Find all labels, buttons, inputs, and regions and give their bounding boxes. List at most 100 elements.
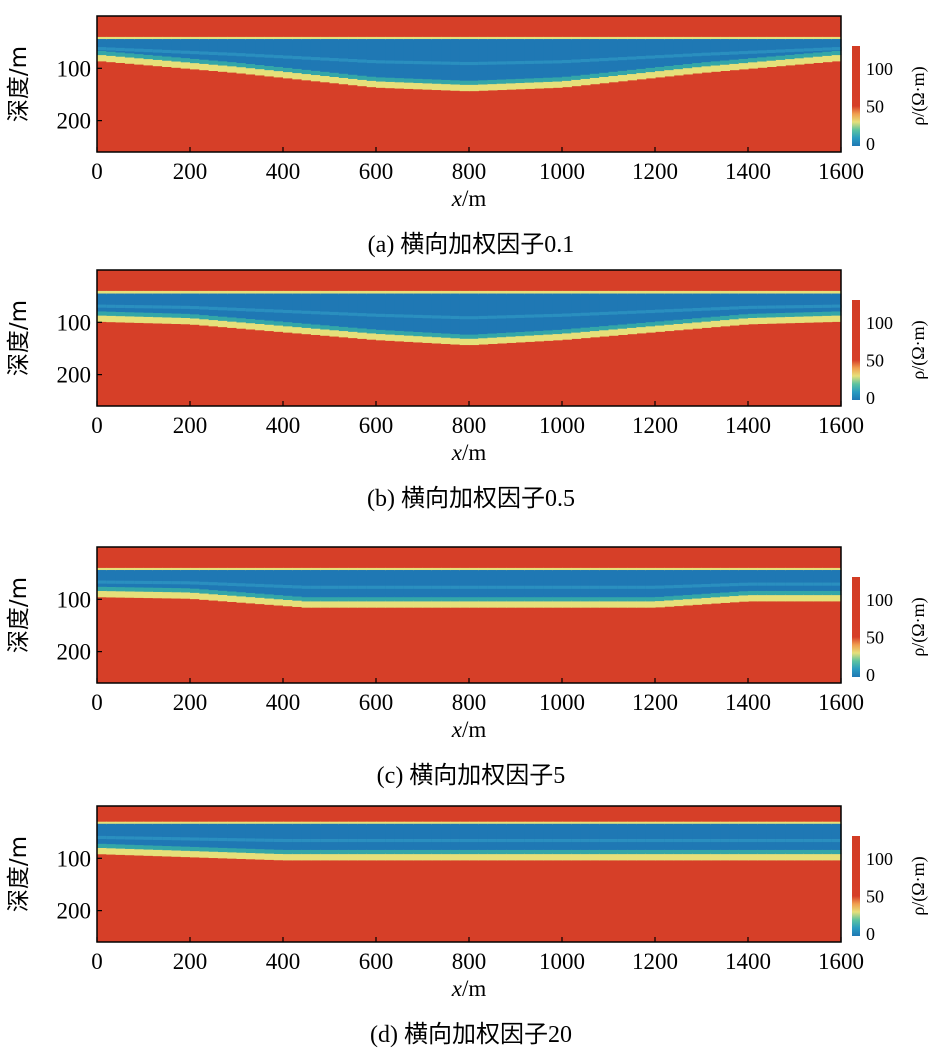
- layer-transition: [376, 848, 386, 855]
- layer-lower-rim: [729, 62, 740, 71]
- conductive-stripe: [329, 585, 340, 589]
- layer-upper-rim: [562, 290, 572, 295]
- layer-lower-rim: [757, 594, 768, 602]
- layer-lower-rim: [701, 320, 712, 328]
- colorbar-gradient: [852, 300, 860, 400]
- layer-upper-rim: [236, 821, 247, 825]
- conductive-stripe: [831, 304, 842, 308]
- conductive-stripe: [794, 48, 805, 52]
- conductive-stripe: [190, 51, 200, 55]
- layer-upper-rim: [729, 821, 740, 825]
- layer-lower-rim: [478, 337, 489, 345]
- layer-transition: [431, 331, 442, 338]
- conductive-stripe: [162, 305, 172, 309]
- conductive-cell: [366, 39, 377, 77]
- layer-upper-rim: [431, 567, 442, 572]
- conductive-cell: [459, 293, 470, 335]
- layer-upper-rim: [608, 567, 619, 572]
- layer-lower-rim: [134, 57, 145, 65]
- colorbar-tick-label: 0: [866, 134, 875, 154]
- conductive-stripe: [190, 306, 200, 310]
- layer-transition: [283, 321, 293, 327]
- layer-transition: [524, 330, 535, 336]
- conductive-cell: [664, 39, 675, 66]
- layer-lower-rim: [515, 853, 526, 861]
- layer-lower-rim: [162, 59, 172, 67]
- layer-transition: [413, 330, 424, 337]
- conductive-cell: [459, 823, 470, 850]
- layer-upper-rim: [813, 290, 823, 295]
- layer-transition: [729, 314, 740, 320]
- conductive-cell: [310, 39, 321, 71]
- conductive-stripe: [627, 56, 637, 60]
- conductive-cell: [273, 823, 284, 850]
- conductive-cell: [580, 570, 591, 598]
- layer-transition: [552, 76, 563, 82]
- layer-upper-rim: [190, 567, 200, 572]
- layer-lower-rim: [543, 853, 554, 861]
- conductive-stripe: [487, 61, 498, 65]
- conductive-cell: [152, 293, 163, 314]
- layer-transition: [645, 66, 656, 73]
- conductive-stripe: [617, 585, 628, 589]
- layer-lower-rim: [366, 600, 377, 608]
- conductive-stripe: [366, 59, 377, 64]
- conductive-stripe: [143, 580, 154, 585]
- colorbar-tick-label: 50: [866, 351, 884, 371]
- layer-upper-rim: [599, 290, 610, 295]
- conductive-cell: [301, 823, 312, 850]
- layer-transition: [422, 596, 433, 602]
- conductive-stripe: [190, 837, 200, 841]
- layer-transition: [338, 72, 349, 78]
- layer-lower-rim: [217, 851, 228, 859]
- layer-upper-rim: [655, 290, 665, 295]
- layer-upper-rim: [283, 290, 293, 295]
- conductive-stripe: [394, 60, 405, 64]
- conductive-stripe: [580, 838, 591, 843]
- layer-upper-rim: [710, 290, 721, 295]
- colorbar-gradient: [852, 46, 860, 146]
- layer-upper-rim: [264, 36, 275, 41]
- layer-upper-rim: [283, 821, 293, 825]
- conductive-stripe: [636, 310, 647, 314]
- conductive-cell: [217, 823, 228, 848]
- layer-transition: [478, 333, 489, 339]
- conductive-stripe: [720, 583, 730, 587]
- conductive-stripe: [748, 838, 758, 843]
- layer-transition: [190, 313, 200, 319]
- layer-lower-rim: [655, 853, 665, 861]
- layer-transition: [757, 312, 768, 318]
- layer-transition: [190, 587, 200, 593]
- layer-transition: [152, 54, 163, 60]
- layer-transition: [208, 59, 219, 65]
- conductive-stripe: [682, 53, 693, 57]
- layer-lower-rim: [831, 54, 842, 62]
- layer-lower-rim: [124, 315, 135, 323]
- layer-lower-rim: [552, 333, 563, 341]
- conductive-cell: [748, 39, 758, 59]
- layer-lower-rim: [701, 596, 712, 605]
- layer-lower-rim: [580, 600, 591, 608]
- layer-upper-rim: [217, 567, 228, 572]
- layer-upper-rim: [766, 36, 777, 41]
- conductive-cell: [813, 570, 823, 591]
- layer-upper-rim: [348, 821, 358, 825]
- conductive-stripe: [608, 57, 619, 61]
- layer-transition: [515, 77, 526, 84]
- layer-transition: [487, 596, 498, 602]
- conductive-cell: [190, 293, 200, 315]
- layer-transition: [97, 842, 107, 849]
- layer-lower-rim: [794, 57, 805, 65]
- conductive-cell: [701, 39, 712, 63]
- layer-lower-rim: [599, 853, 610, 861]
- conductive-cell: [524, 39, 535, 79]
- layer-transition: [655, 595, 665, 602]
- conductive-cell: [413, 570, 424, 598]
- conductive-stripe: [180, 581, 191, 585]
- layer-lower-rim: [338, 853, 349, 861]
- layer-transition: [664, 848, 675, 855]
- layer-lower-rim: [264, 69, 275, 77]
- conductive-stripe: [524, 838, 535, 843]
- conductive-cell: [831, 39, 842, 51]
- conductive-stripe: [431, 585, 442, 589]
